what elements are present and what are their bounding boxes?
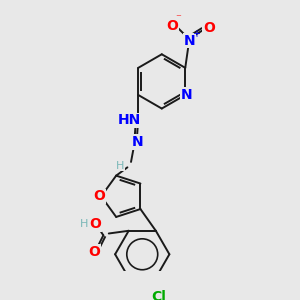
Text: N: N (131, 135, 143, 149)
Text: H: H (80, 219, 88, 230)
Text: HN: HN (118, 113, 141, 127)
Text: H: H (116, 160, 124, 170)
Text: O: O (203, 21, 215, 35)
Text: N: N (184, 34, 196, 48)
Text: Cl: Cl (151, 290, 166, 300)
Text: +: + (192, 29, 200, 39)
Text: O: O (88, 244, 100, 259)
Text: O: O (93, 189, 105, 203)
Text: N: N (180, 88, 192, 102)
Text: ⁻: ⁻ (175, 13, 181, 23)
Text: O: O (89, 218, 101, 231)
Text: O: O (167, 19, 178, 33)
